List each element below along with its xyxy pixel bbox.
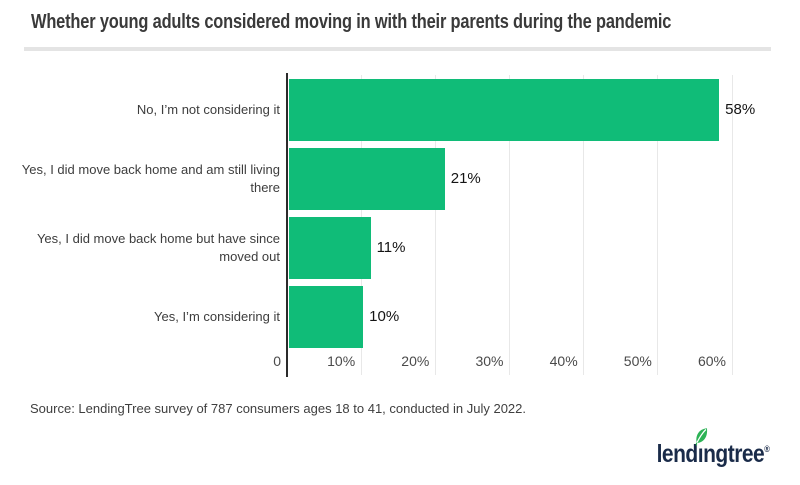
gridline	[657, 75, 659, 375]
gridline	[509, 75, 510, 375]
bar-value-label: 21%	[450, 169, 481, 187]
x-tick-label: 50%	[623, 353, 652, 369]
bar	[289, 147, 445, 210]
registered-mark: ®	[764, 444, 770, 454]
bar	[289, 217, 371, 280]
gridline	[434, 75, 436, 375]
bar	[289, 286, 364, 349]
x-tick-label: 60%	[697, 353, 726, 369]
bar-value-label: 10%	[369, 308, 400, 326]
category-label: Yes, I did move back home and am still l…	[21, 161, 280, 195]
category-label: Yes, I’m considering it	[154, 309, 280, 325]
gridline	[731, 75, 733, 375]
gridline	[583, 75, 585, 375]
lendingtree-logo: lend ıngtree®	[635, 428, 770, 476]
x-tick-label: 10%	[327, 353, 356, 369]
bar-value-label: 58%	[725, 100, 756, 118]
title-divider	[24, 47, 771, 51]
x-tick-label: 30%	[475, 353, 504, 369]
x-axis-zero-line	[286, 73, 288, 377]
x-tick-label: 0	[273, 353, 281, 369]
bar-value-label: 11%	[376, 239, 406, 257]
category-label: No, I’m not considering it	[136, 101, 280, 117]
leaf-icon	[695, 428, 708, 446]
x-tick-label: 20%	[401, 353, 430, 369]
x-tick-label: 40%	[549, 353, 578, 369]
logo-text: lend ıngtree®	[657, 428, 770, 469]
bar	[289, 78, 720, 141]
source-text: Source: LendingTree survey of 787 consum…	[30, 401, 526, 416]
category-label: Yes, I did move back home but have since…	[36, 231, 280, 265]
chart-title: Whether young adults considered moving i…	[31, 11, 672, 33]
